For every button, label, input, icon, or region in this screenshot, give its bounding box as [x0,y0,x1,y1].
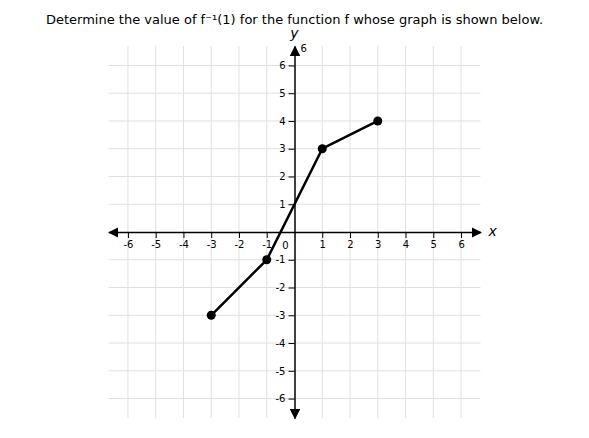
tick: 6 [458,232,464,250]
tick: -5 [151,232,161,250]
tick-mark [433,232,434,238]
tick-label: -6 [123,239,133,250]
x-axis-label: x [488,223,498,239]
tick: 5 [279,88,294,99]
tick: -3 [276,310,295,321]
chart: Determine the value of f⁻¹(1) for the fu… [0,0,589,438]
tick-mark [378,232,379,238]
tick: -6 [123,232,133,250]
tick: 1 [320,232,326,250]
point [207,311,216,320]
tick: -1 [262,232,272,250]
tick-label: 1 [320,239,326,250]
tick-label: -4 [179,239,189,250]
tick: -6 [276,393,295,404]
tick: -3 [207,232,217,250]
tick-mark [156,232,157,238]
tick-label: 4 [403,239,409,250]
point [373,116,382,125]
tick-mark [289,260,295,261]
tick-mark [289,176,295,177]
tick-label: -6 [276,393,286,404]
plot-area [207,116,383,319]
tick-label: 5 [279,88,285,99]
tick-mark [289,121,295,122]
tick-label: 4 [279,116,285,127]
tick: 5 [431,232,437,250]
tick-label: 6 [458,239,464,250]
tick-label: -4 [276,338,286,349]
annotation: 6 [301,43,307,54]
line [211,121,378,315]
y-axis: -6 -5 -4 -3 -2 -1 1 2 3 4 5 6 [276,47,295,419]
tick-label: 3 [375,239,381,250]
tick-label: -1 [276,254,286,265]
tick-mark [461,232,462,238]
tick-mark [289,315,295,316]
tick-label: 2 [347,239,353,250]
tick-mark [289,371,295,372]
tick: -2 [276,282,295,293]
tick-mark [289,343,295,344]
tick: -1 [276,254,295,265]
tick-mark [289,93,295,94]
y-axis-label: y [289,25,299,41]
tick-mark [289,399,295,400]
tick-label: -2 [276,282,286,293]
tick-label: 3 [279,143,285,154]
tick-label: 6 [279,60,285,71]
tick-label: 5 [431,239,437,250]
tick: -4 [179,232,189,250]
tick: 2 [347,232,353,250]
tick-label: 1 [279,199,285,210]
tick-label: -3 [276,310,286,321]
point [262,255,271,264]
tick-label: -2 [234,239,244,250]
tick-mark [350,232,351,238]
tick-label: -3 [207,239,217,250]
tick: -5 [276,366,295,377]
tick: 6 [279,60,294,71]
tick-mark [239,232,240,238]
tick-mark [183,232,184,238]
tick-mark [128,232,129,238]
tick: 4 [403,232,409,250]
tick: 4 [279,116,294,127]
tick-mark [289,65,295,66]
tick-label: 2 [279,171,285,182]
tick: 2 [279,171,294,182]
tick-label: -5 [151,239,161,250]
tick-mark [211,232,212,238]
point [318,144,327,153]
tick-mark [322,232,323,238]
tick: 3 [375,232,381,250]
tick: -2 [234,232,244,250]
annotation: 0 [282,240,288,251]
tick: -4 [276,338,295,349]
tick-mark [267,232,268,238]
tick-mark [289,149,295,150]
tick-mark [406,232,407,238]
tick-label: -5 [276,366,286,377]
tick-mark [289,288,295,289]
axis-line [294,47,296,419]
tick: 3 [279,143,294,154]
tick-label: -1 [262,239,272,250]
grid [109,46,481,418]
